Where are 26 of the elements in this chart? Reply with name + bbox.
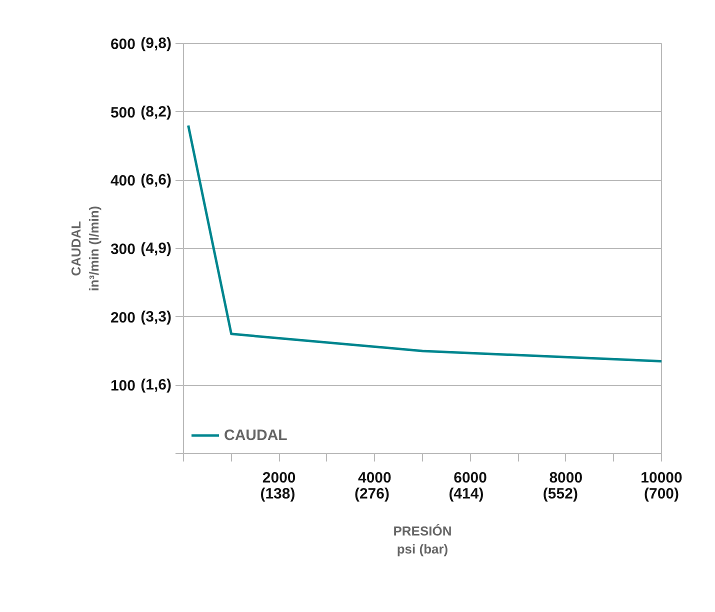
y2-tick-label: (6,6) [140, 172, 172, 189]
x-tick-label: 4000 [358, 470, 392, 486]
y-axis-title: CAUDAL in³/min (l/min) [68, 206, 102, 292]
y-tick-label: 500 [110, 104, 136, 122]
y2-tick-label: (8,2) [140, 103, 172, 120]
y-tick-label: 300 [110, 241, 136, 258]
legend-label: CAUDAL [224, 426, 288, 444]
x-tick-label: 2000 [262, 470, 296, 486]
y2-tick-label: (4,9) [140, 240, 172, 257]
x-tick-label: 6000 [454, 470, 487, 486]
y2-tick-label: (9,8) [140, 35, 172, 52]
x-tick-label: 8000 [549, 470, 583, 486]
y2-tick-label: (1,6) [140, 376, 172, 394]
x-axis-title: PRESIÓN psi (bar) [393, 524, 452, 556]
x2-tick-label: (700) [644, 486, 680, 502]
line-series [187, 124, 662, 362]
y-tick-label: 400 [110, 172, 136, 190]
y2-tick-label: (3,3) [140, 308, 172, 326]
x2-tick-label: (276) [354, 486, 390, 502]
x-tick-label: 10000 [640, 470, 682, 486]
x2-tick-label: (552) [542, 486, 578, 502]
y-tick-label: 600 [110, 36, 136, 53]
x2-tick-label: (414) [448, 486, 484, 502]
y-tick-label: 200 [110, 309, 136, 326]
y-tick-label: 100 [110, 378, 136, 395]
x2-tick-label: (138) [260, 486, 296, 502]
